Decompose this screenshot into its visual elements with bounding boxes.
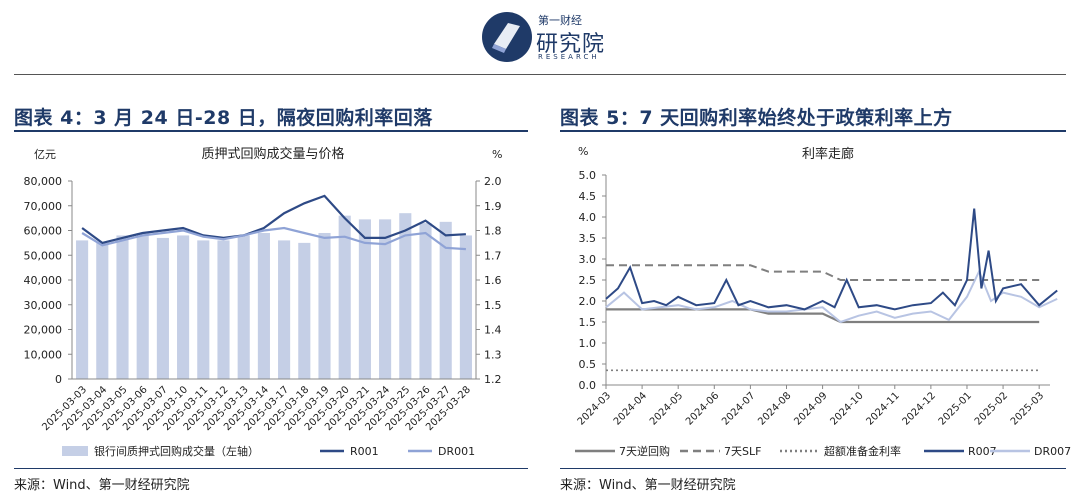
left-ytick-label: 30,000: [24, 299, 63, 312]
rate-xtick-label: 2024-09: [792, 390, 829, 427]
volume-bar: [237, 235, 250, 379]
rate-line-DR007: [605, 269, 1058, 324]
right-source: 来源：Wind、第一财经研究院: [560, 478, 736, 493]
left-ytick-label: 50,000: [24, 249, 63, 262]
left-title-rule: [14, 130, 528, 132]
legend-label-dr001: DR001: [438, 445, 475, 458]
rate-legend-label-R007: R007: [968, 445, 997, 458]
left-ytick-label: 20,000: [24, 324, 63, 337]
left-source: 来源：Wind、第一财经研究院: [14, 478, 190, 493]
rate-xtick-label: 2025-02: [973, 390, 1010, 427]
research-logo: 第一财经 研究院 RESEARCH: [480, 6, 610, 68]
left-source-rule: [14, 468, 528, 469]
rate-ytick-label: 4.5: [579, 190, 597, 203]
rate-ytick-label: 0.0: [579, 379, 597, 392]
left-ytick-label: 10,000: [24, 348, 63, 361]
volume-bar: [257, 232, 270, 379]
line-dr001: [81, 226, 466, 251]
volume-bar: [459, 235, 472, 379]
rate-ytick-label: 5.0: [579, 169, 597, 182]
volume-bar: [177, 235, 190, 379]
legend-swatch-volume: [62, 446, 88, 456]
right-ytick-label: 1.9: [484, 200, 502, 213]
left-y-unit: 亿元: [34, 148, 56, 161]
volume-bar: [116, 235, 129, 379]
rate-xtick-label: 2024-06: [684, 390, 721, 427]
right-ytick-label: 1.2: [484, 373, 502, 386]
volume-bar: [399, 213, 412, 379]
left-chart-title: 质押式回购成交量与价格: [201, 146, 344, 162]
rate-ytick-label: 2.0: [579, 295, 597, 308]
right-ytick-label: 1.8: [484, 225, 502, 238]
header-divider: [14, 74, 1066, 75]
volume-bar: [76, 240, 89, 379]
volume-bar: [419, 223, 432, 379]
logo-mark-icon: [482, 12, 532, 62]
rate-ytick-label: 4.0: [579, 211, 597, 224]
right-figure-title: 图表 5：7 天回购利率始终处于政策利率上方: [560, 107, 953, 129]
logo-line1: 第一财经: [538, 14, 582, 27]
right-source-rule: [560, 468, 1066, 469]
volume-bar: [338, 215, 351, 379]
rate-ytick-label: 1.5: [579, 316, 597, 329]
legend-label-volume: 银行间质押式回购成交量（左轴）: [94, 444, 259, 458]
volume-bar: [298, 242, 311, 379]
volume-bar: [217, 240, 230, 379]
volume-bar: [197, 240, 210, 379]
volume-bar: [278, 240, 291, 379]
right-ytick-label: 1.7: [484, 249, 502, 262]
rate-line-7天逆回购: [606, 308, 1040, 324]
logo-line3: RESEARCH: [538, 53, 600, 61]
rate-legend-label-DR007: DR007: [1034, 445, 1071, 458]
volume-bar: [318, 232, 331, 379]
right-ytick-label: 1.3: [484, 348, 502, 361]
rate-legend-label-超额准备金利率: 超额准备金利率: [824, 444, 901, 458]
right-ytick-label: 1.6: [484, 274, 502, 287]
volume-bar: [379, 219, 392, 379]
rate-xtick-label: 2024-03: [576, 390, 613, 427]
rate-ytick-label: 3.5: [579, 232, 597, 245]
legend-label-r001: R001: [350, 445, 379, 458]
rate-legend-label-7天逆回购: 7天逆回购: [619, 444, 670, 458]
left-ytick-label: 80,000: [24, 175, 63, 188]
volume-bar: [358, 219, 371, 379]
left-ytick-label: 40,000: [24, 274, 63, 287]
left-ytick-label: 0: [55, 373, 62, 386]
right-ytick-label: 2.0: [484, 175, 502, 188]
line-r001: [81, 194, 466, 245]
right-ytick-label: 1.4: [484, 324, 502, 337]
rate-xtick-label: 2024-10: [828, 390, 865, 427]
rate-legend-label-7天SLF: 7天SLF: [724, 445, 761, 458]
logo-line2: 研究院: [536, 32, 606, 57]
left-ytick-label: 60,000: [24, 225, 63, 238]
rate-xtick-label: 2024-08: [756, 390, 793, 427]
rate-ytick-label: 1.0: [579, 337, 597, 350]
volume-bar: [136, 232, 149, 379]
rate-line-7天SLF: [606, 264, 1040, 281]
right-chart-title: 利率走廊: [802, 146, 854, 162]
rate-ytick-label: 2.5: [579, 274, 597, 287]
right-y-unit: %: [492, 148, 502, 161]
rate-xtick-label: 2024-04: [612, 390, 649, 427]
rate-xtick-label: 2024-11: [865, 390, 902, 427]
left-ytick-label: 70,000: [24, 200, 63, 213]
left-chart: 质押式回购成交量与价格 亿元 % 0 10,000 20,000 30,000 40,000 5…: [24, 146, 503, 458]
volume-bar: [156, 237, 169, 379]
rate-xtick-label: 2024-07: [720, 390, 757, 427]
right-title-rule: [560, 130, 1066, 132]
right-ytick-label: 1.5: [484, 299, 502, 312]
rate-ytick-label: 0.5: [579, 358, 597, 371]
rate-xtick-label: 2024-05: [648, 390, 685, 427]
rate-xtick-label: 2025-01: [937, 390, 974, 427]
rate-xtick-label: 2025-03: [1009, 390, 1046, 427]
volume-bar: [96, 242, 109, 379]
left-figure-title: 图表 4：3 月 24 日-28 日，隔夜回购利率回落: [14, 107, 433, 129]
volume-bar: [439, 221, 452, 379]
rate-xtick-label: 2024-12: [901, 390, 938, 427]
right-chart-y-unit: %: [578, 145, 588, 158]
rate-line-R007: [605, 208, 1058, 311]
rate-ytick-label: 3.0: [579, 253, 597, 266]
